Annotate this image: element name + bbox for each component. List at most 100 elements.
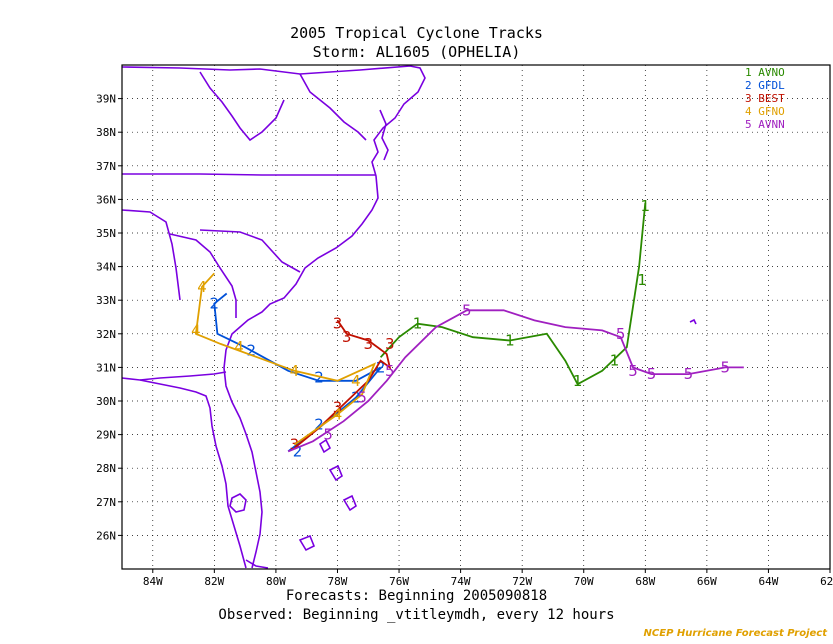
lat-tick-label: 27N <box>96 496 116 509</box>
lat-tick-label: 36N <box>96 193 116 206</box>
forecasts-caption: Forecasts: Beginning 2005090818 <box>285 588 548 604</box>
lon-tick-label: 80W <box>266 575 286 588</box>
lat-tick-label: 31N <box>96 361 116 374</box>
track-point-label: 1 <box>573 372 583 390</box>
lat-tick-label: 26N <box>96 529 116 542</box>
state-border-md-va <box>299 73 367 141</box>
track-point-label: 5 <box>385 362 395 380</box>
track-point-label: 1 <box>610 352 620 370</box>
bahamas-3 <box>342 494 357 512</box>
track-line-best <box>293 319 392 449</box>
lat-tick-label: 32N <box>96 328 116 341</box>
lon-tick-label: 82W <box>204 575 224 588</box>
track-point-label: 4 <box>191 321 201 339</box>
track-point-label: 5 <box>357 389 367 407</box>
state-border-ga-sc <box>169 233 237 318</box>
track-point-label: 4 <box>290 362 300 380</box>
track-point-label: 4 <box>197 278 207 296</box>
track-point-label: 3 <box>333 399 343 417</box>
track-line-avno <box>379 202 647 386</box>
track-point-label: 4 <box>333 405 343 423</box>
credit-text: NCEP Hurricane Forecast Project <box>643 628 827 639</box>
track-point-label: 4 <box>351 372 361 390</box>
bahamas-2 <box>328 464 343 482</box>
track-point-label: 2 <box>293 442 303 460</box>
state-border-sc-nc <box>199 229 301 273</box>
lat-tick-label: 34N <box>96 261 116 274</box>
track-point-label: 5 <box>684 365 694 383</box>
track-point-label: 3 <box>333 315 343 333</box>
track-point-label: 2 <box>210 295 220 313</box>
track-point-label: 5 <box>462 301 472 319</box>
track-line-avnn <box>287 309 744 453</box>
lon-tick-label: 70W <box>574 575 594 588</box>
state-border-al-ga <box>122 209 181 301</box>
lon-tick-label: 76W <box>389 575 409 588</box>
track-point-label: 3 <box>385 335 395 353</box>
track-point-label: 2 <box>376 358 386 376</box>
track-point-label: 1 <box>641 197 651 215</box>
legend-entry-avno: 1 AVNO <box>745 66 785 79</box>
track-point-label: 2 <box>314 416 324 434</box>
track-point-label: 1 <box>637 271 647 289</box>
lat-tick-label: 33N <box>96 294 116 307</box>
state-border-wv <box>199 71 285 142</box>
track-point-label: 1 <box>413 315 423 333</box>
track-point-label: 3 <box>364 335 374 353</box>
lat-tick-label: 38N <box>96 126 116 139</box>
track-avno: 1 1 1 1 1 1 <box>379 197 651 390</box>
lon-tick-label: 74W <box>451 575 471 588</box>
track-point-label: 1 <box>505 332 515 350</box>
bahamas-1 <box>318 438 332 454</box>
florida-keys <box>245 559 269 569</box>
map-frame <box>121 64 831 570</box>
lat-tick-label: 35N <box>96 227 116 240</box>
lat-tick-label: 37N <box>96 160 116 173</box>
lon-tick-label: 66W <box>697 575 717 588</box>
bermuda <box>689 318 697 325</box>
storm-subtitle: Storm: AL1605 (OPHELIA) <box>312 43 521 61</box>
chart-title: 2005 Tropical Cyclone Tracks <box>290 24 543 42</box>
lat-tick-label: 28N <box>96 462 116 475</box>
state-border-nc-va <box>122 173 376 176</box>
lon-tick-label: 72W <box>512 575 532 588</box>
track-point-label: 2 <box>314 369 324 387</box>
axis-labels: 84W 82W 80W 78W 76W 74W 72W 70W 68W 66W 64W 62W 26N 2… <box>96 93 833 588</box>
track-point-label: 5 <box>628 362 638 380</box>
lon-tick-label: 64W <box>758 575 778 588</box>
track-point-label: 2 <box>247 342 257 360</box>
lat-tick-label: 30N <box>96 395 116 408</box>
bahamas-4 <box>298 534 316 552</box>
track-point-label: 2 <box>351 389 361 407</box>
track-line-gfdl <box>213 292 382 453</box>
track-point-label: 5 <box>616 325 626 343</box>
legend-entry-best: 3 BEST <box>745 92 785 105</box>
gulf-coastline <box>122 377 247 569</box>
lat-tick-label: 29N <box>96 429 116 442</box>
track-point-label: 5 <box>323 426 333 444</box>
track-line-gfno <box>194 272 377 446</box>
us-east-coastline <box>122 65 426 569</box>
grid-layer <box>122 65 831 569</box>
lake-okeechobee <box>229 493 247 513</box>
lat-tick-label: 39N <box>96 93 116 106</box>
legend-entry-gfno: 4 GFNO <box>745 105 785 118</box>
legend-entry-avnn: 5 AVNN <box>745 118 785 131</box>
track-point-label: 3 <box>342 328 352 346</box>
chesapeake-bay <box>379 109 389 161</box>
lon-tick-label: 84W <box>143 575 163 588</box>
track-best: 33 3 333 <box>290 315 395 454</box>
lon-tick-label: 78W <box>328 575 348 588</box>
track-point-label: 5 <box>721 358 731 376</box>
coastline-layer <box>122 65 697 569</box>
legend-entry-gfdl: 2 GFDL <box>745 79 785 92</box>
observed-caption: Observed: Beginning _vtitleymdh, every 1… <box>218 607 615 623</box>
track-point-label: 4 <box>234 338 244 356</box>
state-border-fl-ga <box>139 371 227 381</box>
track-point-label: 5 <box>647 365 657 383</box>
